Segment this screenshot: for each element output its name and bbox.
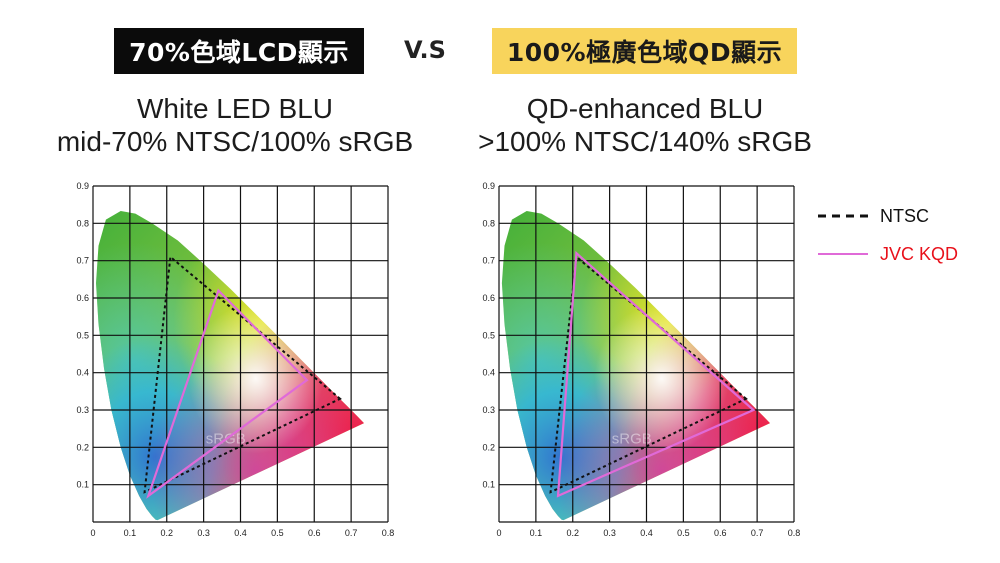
left-subtitle-line1: White LED BLU [136, 93, 334, 124]
x-tick-label: 0.1 [530, 528, 543, 538]
x-tick-label: 0.6 [714, 528, 727, 538]
y-tick-label: 0.8 [76, 218, 89, 228]
legend-label-ntsc: NTSC [880, 206, 929, 226]
x-tick-label: 0.6 [308, 528, 321, 538]
x-tick-label: 0.1 [124, 528, 137, 538]
x-tick-label: 0.8 [788, 528, 801, 538]
x-tick-label: 0.3 [603, 528, 616, 538]
left-chart-subtitle: White LED BLU mid-70% NTSC/100% sRGB [40, 92, 430, 158]
x-tick-label: 0.7 [751, 528, 764, 538]
jvc-kqd-triangle [556, 250, 756, 498]
y-tick-label: 0.9 [76, 181, 89, 191]
x-tick-label: 0.4 [640, 528, 653, 538]
right-chart-subtitle: QD-enhanced BLU >100% NTSC/140% sRGB [445, 92, 845, 158]
y-tick-label: 0.7 [482, 256, 495, 266]
jvc-kqd-triangle [146, 288, 309, 499]
y-tick-label: 0.5 [482, 330, 495, 340]
x-tick-label: 0.7 [345, 528, 358, 538]
y-tick-label: 0.2 [76, 442, 89, 452]
y-tick-label: 0.5 [76, 330, 89, 340]
y-tick-label: 0.3 [482, 405, 495, 415]
x-tick-label: 0.2 [566, 528, 579, 538]
y-tick-label: 0.1 [76, 480, 89, 490]
x-tick-label: 0 [496, 528, 501, 538]
versus-label: V.S [404, 36, 446, 64]
y-tick-label: 0.2 [482, 442, 495, 452]
x-tick-label: 0.5 [677, 528, 690, 538]
x-tick-label: 0.4 [234, 528, 247, 538]
y-tick-label: 0.6 [482, 293, 495, 303]
y-tick-label: 0.9 [482, 181, 495, 191]
chart-legend: NTSC JVC KQD [818, 206, 958, 264]
y-tick-label: 0.4 [482, 368, 495, 378]
y-tick-label: 0.1 [482, 480, 495, 490]
right-display-badge: 100%極廣色域QD顯示 [492, 28, 797, 74]
x-tick-label: 0.2 [160, 528, 173, 538]
y-tick-label: 0.4 [76, 368, 89, 378]
y-tick-label: 0.6 [76, 293, 89, 303]
right-chromaticity-chart: sRGB 0 0.1 0.2 0.3 0.4 0.5 0.6 0.7 0.8 0.1 0.2 0.3 0.… [482, 181, 800, 538]
x-tick-label: 0.8 [382, 528, 395, 538]
y-tick-label: 0.8 [482, 218, 495, 228]
right-subtitle-line1: QD-enhanced BLU [526, 93, 764, 124]
left-subtitle-line2: mid-70% NTSC/100% sRGB [56, 126, 414, 157]
legend-label-jvc-kqd: JVC KQD [880, 244, 958, 264]
right-subtitle-line2: >100% NTSC/140% sRGB [478, 126, 812, 157]
x-tick-label: 0.5 [271, 528, 284, 538]
x-tick-label: 0 [90, 528, 95, 538]
x-tick-label: 0.3 [197, 528, 210, 538]
left-display-badge: 70%色域LCD顯示 [114, 28, 364, 74]
y-tick-label: 0.7 [76, 256, 89, 266]
srgb-watermark: sRGB [612, 431, 652, 448]
y-tick-label: 0.3 [76, 405, 89, 415]
